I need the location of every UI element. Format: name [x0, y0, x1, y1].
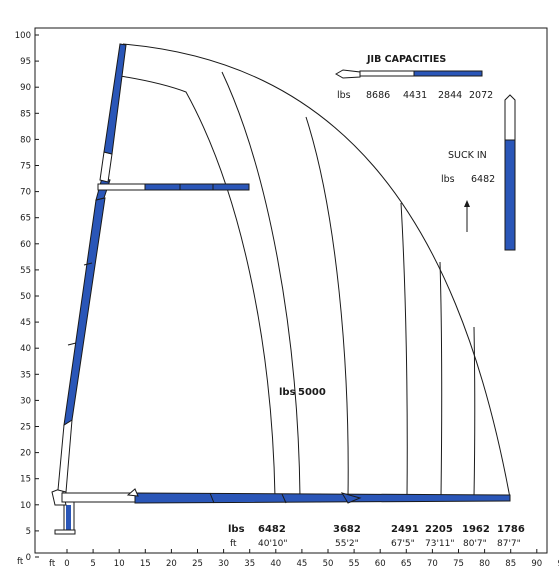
- y-tick-label: 0: [26, 553, 31, 563]
- y-tick-label: 25: [20, 423, 31, 433]
- x-tick-label: 5: [90, 559, 95, 569]
- x-tick-label: 60: [375, 559, 386, 569]
- x-tick-label: 35: [244, 559, 255, 569]
- jib-value-4: 2072: [469, 90, 493, 101]
- x-axis-unit: ft: [49, 559, 56, 569]
- y-tick-label: 35: [20, 370, 31, 380]
- y-tick-label: 55: [20, 266, 31, 276]
- y-tick-label: 5: [26, 527, 31, 537]
- y-tick-label: 100: [15, 31, 31, 41]
- capacity-ft-1: 40'10": [258, 539, 288, 549]
- jib-value-3: 2844: [438, 90, 462, 101]
- y-axis-unit: ft: [17, 557, 24, 567]
- capacity-lbs-6: 1786: [497, 524, 525, 535]
- x-tick-label: 0: [64, 559, 69, 569]
- y-tick-label: 20: [20, 449, 31, 459]
- y-tick-label: 70: [20, 188, 31, 198]
- y-tick-label: 30: [20, 396, 31, 406]
- jib-value-1: 8686: [366, 90, 390, 101]
- capacity-ft-2: 55'2": [335, 539, 359, 549]
- load-curve-5: [473, 326, 476, 498]
- capacity-ft-5: 80'7": [463, 539, 487, 549]
- y-tick-label: 90: [20, 83, 31, 93]
- jib-unit: lbs: [337, 90, 351, 101]
- load-curve-1: [221, 71, 301, 498]
- x-tick-label: 90: [531, 559, 542, 569]
- upper-horizontal-jib: [97, 183, 250, 191]
- reach-envelope: [122, 43, 511, 499]
- capacity-lbs-3: 2491: [391, 524, 419, 535]
- x-tick-label: 95: [557, 559, 559, 569]
- capacity-lbs-1: 6482: [258, 524, 286, 535]
- x-tick-label: 55: [349, 559, 360, 569]
- curve-label-value: 5000: [298, 387, 326, 398]
- x-tick-label: 30: [218, 559, 229, 569]
- capacity-lbs-5: 1962: [462, 524, 490, 535]
- y-tick-label: 50: [20, 292, 31, 302]
- capacity-ft-3: 67'5": [391, 539, 415, 549]
- y-tick-label: 75: [20, 162, 31, 172]
- jib-capacities-panel: JIB CAPACITIES lbs 8686 4431 2844 2072: [334, 54, 493, 101]
- plot-frame: [34, 27, 548, 554]
- suck-in-panel: SUCK IN lbs 6482: [441, 94, 516, 251]
- x-tick-label: 40: [270, 559, 281, 569]
- horizontal-boom: [61, 488, 511, 504]
- y-tick-label: 80: [20, 135, 31, 145]
- capacity-ft-4: 73'11": [425, 539, 455, 549]
- load-curve-2: [305, 116, 349, 498]
- capacity-ft-6: 87'7": [497, 539, 521, 549]
- load-curve-4: [439, 261, 443, 498]
- y-tick-label: 85: [20, 109, 31, 119]
- capacity-row-ft-label: ft: [230, 539, 237, 549]
- y-tick-label: 60: [20, 240, 31, 250]
- inner-boom-arc: [119, 75, 276, 498]
- y-tick-label: 95: [20, 57, 31, 67]
- y-tick-label: 40: [20, 344, 31, 354]
- jib-value-2: 4431: [403, 90, 427, 101]
- x-tick-label: 80: [479, 559, 490, 569]
- suck-in-title: SUCK IN: [448, 150, 487, 161]
- x-tick-label: 20: [166, 559, 177, 569]
- suck-in-unit: lbs: [441, 174, 455, 185]
- x-axis-ticks: 0 5 10 15 20 25 30 35 40 45 50 55 60 65 70 75 80 85 90 95: [64, 549, 559, 569]
- x-tick-label: 15: [140, 559, 151, 569]
- curve-label-unit: lbs: [279, 387, 296, 398]
- y-tick-label: 65: [20, 214, 31, 224]
- x-tick-label: 10: [114, 559, 125, 569]
- y-tick-label: 45: [20, 318, 31, 328]
- x-tick-label: 70: [427, 559, 438, 569]
- capacity-lbs-2: 3682: [333, 524, 361, 535]
- x-tick-label: 65: [401, 559, 412, 569]
- x-tick-label: 75: [453, 559, 464, 569]
- x-tick-label: 85: [505, 559, 516, 569]
- y-axis-ticks: 0 5 10 15 20 25 30 35 40 45 50 55 60 65 70 75 80 85 90 95 10…: [15, 31, 39, 563]
- capacity-row-lbs-label: lbs: [228, 524, 245, 535]
- y-tick-label: 10: [20, 501, 31, 511]
- y-tick-label: 15: [20, 475, 31, 485]
- x-tick-label: 25: [192, 559, 203, 569]
- jib-title: JIB CAPACITIES: [366, 54, 446, 65]
- load-curve-3: [400, 202, 408, 498]
- x-tick-label: 45: [296, 559, 307, 569]
- capacity-lbs-4: 2205: [425, 524, 453, 535]
- x-tick-label: 50: [323, 559, 334, 569]
- suck-in-value: 6482: [471, 174, 495, 185]
